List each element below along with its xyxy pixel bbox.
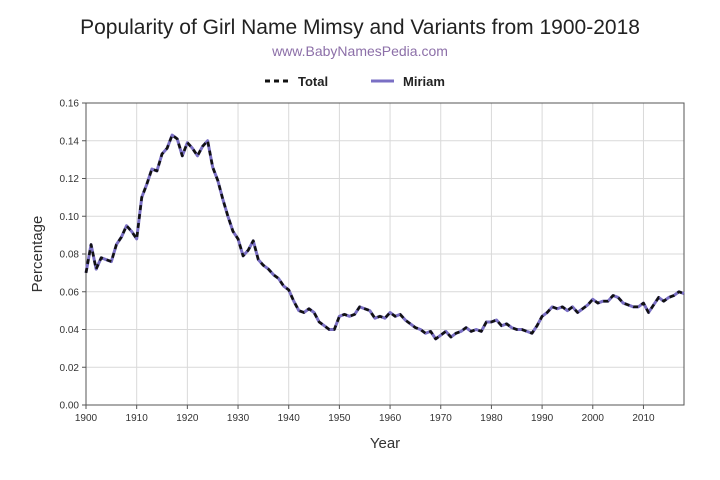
chart-title: Popularity of Girl Name Mimsy and Varian… [80, 16, 640, 39]
series-line-total [84, 133, 685, 341]
legend-label-total: Total [298, 74, 328, 89]
series-line-miriam [84, 133, 685, 341]
x-tick-label: 1940 [278, 413, 301, 424]
y-tick-label: 0.04 [60, 325, 80, 336]
chart-subtitle: www.BabyNamesPedia.com [271, 43, 448, 59]
y-tick-label: 0.16 [60, 99, 80, 110]
grid [85, 102, 684, 406]
y-tick-label: 0.14 [60, 136, 80, 147]
y-tick-label: 0.10 [60, 212, 80, 223]
y-axis-title: Percentage [29, 216, 46, 293]
x-tick-label: 1930 [227, 413, 250, 424]
y-tick-label: 0.12 [60, 174, 80, 185]
x-tick-label: 1920 [176, 413, 199, 424]
y-tick-label: 0.00 [60, 401, 80, 412]
x-axis: 1900 1910 1920 1930 1940 1950 1960 1970 1980 1990… [75, 405, 655, 424]
x-tick-label: 1900 [75, 413, 98, 424]
series [84, 133, 685, 341]
x-tick-label: 1910 [126, 413, 149, 424]
y-tick-label: 0.08 [60, 250, 80, 261]
x-tick-label: 1960 [379, 413, 402, 424]
x-tick-label: 1980 [480, 413, 503, 424]
y-axis: 0.00 0.02 0.04 0.06 0.08 0.10 0.12 0.14 0.16 [60, 99, 86, 412]
legend: Total Miriam [265, 74, 445, 89]
x-tick-label: 1950 [328, 413, 351, 424]
x-tick-label: 1970 [430, 413, 453, 424]
y-tick-label: 0.06 [60, 287, 80, 298]
x-tick-label: 2010 [632, 413, 655, 424]
x-tick-label: 2000 [582, 413, 605, 424]
y-tick-label: 0.02 [60, 363, 80, 374]
legend-label-miriam: Miriam [403, 74, 445, 89]
x-tick-label: 1990 [531, 413, 554, 424]
x-axis-title: Year [370, 435, 400, 452]
